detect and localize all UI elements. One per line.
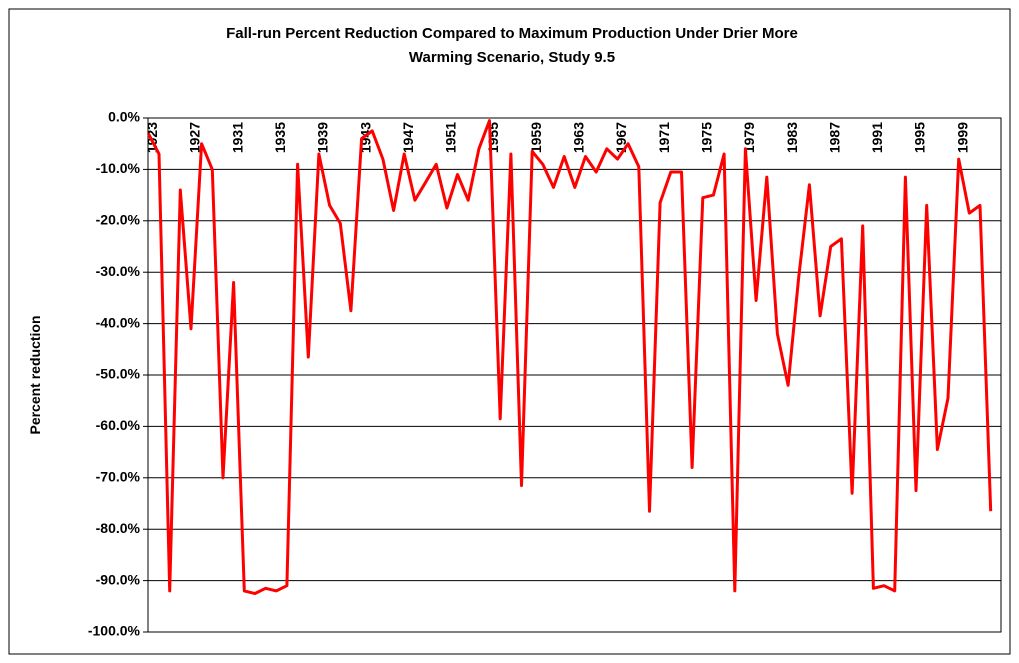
x-tick-label: 1991 xyxy=(869,122,885,153)
x-tick-label: 1935 xyxy=(272,122,288,153)
x-tick-label: 1967 xyxy=(613,122,629,153)
y-tick-label: -10.0% xyxy=(96,160,141,176)
y-tick-label: -90.0% xyxy=(96,571,141,587)
x-tick-label: 1951 xyxy=(443,122,459,153)
x-tick-label: 1963 xyxy=(571,122,587,153)
y-axis-title: Percent reduction xyxy=(27,315,43,434)
y-tick-label: -40.0% xyxy=(96,314,141,330)
chart-title: Fall-run Percent Reduction Compared to M… xyxy=(226,25,798,42)
x-tick-label: 1959 xyxy=(528,122,544,153)
y-tick-label: -70.0% xyxy=(96,469,141,485)
y-tick-label: 0.0% xyxy=(108,109,140,125)
x-tick-label: 1975 xyxy=(698,122,714,153)
y-tick-label: -80.0% xyxy=(96,520,141,536)
x-tick-label: 1999 xyxy=(954,122,970,153)
y-tick-label: -100.0% xyxy=(88,623,141,639)
x-tick-label: 1927 xyxy=(187,122,203,153)
y-tick-label: -60.0% xyxy=(96,417,141,433)
x-tick-label: 1995 xyxy=(912,122,928,153)
x-tick-label: 1947 xyxy=(400,122,416,153)
x-tick-label: 1987 xyxy=(826,122,842,153)
y-tick-label: -20.0% xyxy=(96,212,141,228)
x-tick-label: 1971 xyxy=(656,122,672,153)
x-tick-label: 1979 xyxy=(741,122,757,153)
y-tick-label: -50.0% xyxy=(96,366,141,382)
chart-title: Warming Scenario, Study 9.5 xyxy=(409,49,615,66)
x-tick-label: 1939 xyxy=(315,122,331,153)
x-tick-label: 1931 xyxy=(229,122,245,153)
y-tick-label: -30.0% xyxy=(96,263,141,279)
data-line xyxy=(146,119,993,595)
x-tick-label: 1983 xyxy=(784,122,800,153)
